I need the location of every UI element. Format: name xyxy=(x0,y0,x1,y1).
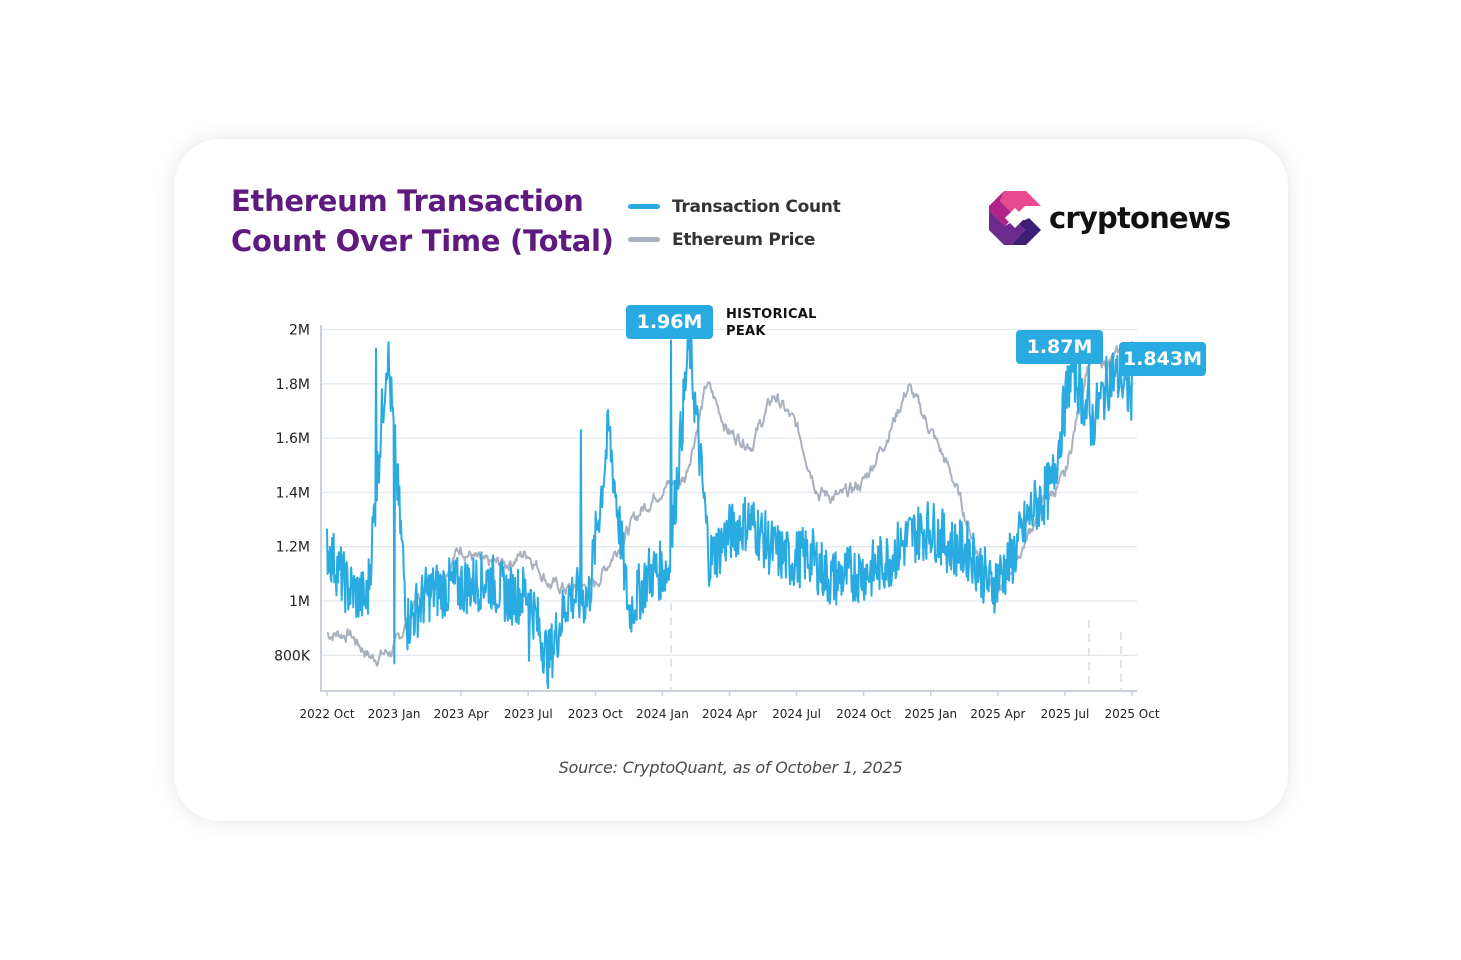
x-tick-label: 2024 Oct xyxy=(836,707,891,721)
cryptonews-logo-icon xyxy=(989,191,1041,245)
annotation-peak-badge: 1.96M xyxy=(626,305,713,339)
ethereum-price-line xyxy=(326,341,1133,667)
y-tick-label: 1.4M xyxy=(276,485,310,501)
x-tick-label: 2025 Apr xyxy=(970,707,1025,721)
legend-label: Transaction Count xyxy=(672,196,841,217)
annotation-note-line1: HISTORICAL xyxy=(726,307,817,322)
brand-name: cryptonews xyxy=(1049,201,1231,235)
x-tick-label: 2023 Jul xyxy=(504,707,553,721)
annotation-187m-badge: 1.87M xyxy=(1016,330,1103,364)
legend-label: Ethereum Price xyxy=(672,229,816,250)
transaction-count-line xyxy=(326,319,1133,690)
x-tick-label: 2025 Jul xyxy=(1040,707,1089,721)
legend-swatch-ethereum-price xyxy=(628,237,660,242)
legend-swatch-transaction-count xyxy=(628,204,660,209)
x-tick-label: 2024 Jul xyxy=(772,707,821,721)
x-tick-label: 2023 Jan xyxy=(368,707,421,721)
cryptonews-logo: cryptonews xyxy=(989,191,1231,245)
annotation-1843m-badge: 1.843M xyxy=(1119,342,1206,376)
y-tick-label: 800K xyxy=(274,648,311,664)
y-tick-label: 1.6M xyxy=(276,431,310,447)
x-tick-label: 2022 Oct xyxy=(299,707,354,721)
chart-title-line1: Ethereum Transaction xyxy=(231,184,584,218)
chart-legend: Transaction Count Ethereum Price xyxy=(628,190,841,256)
annotation-historical-peak-note: HISTORICAL PEAK xyxy=(726,306,817,340)
x-tick-label: 2024 Apr xyxy=(702,707,757,721)
x-tick-label: 2023 Apr xyxy=(434,707,489,721)
x-tick-label: 2025 Jan xyxy=(904,707,957,721)
annotation-note-line2: PEAK xyxy=(726,324,766,339)
chart-card xyxy=(174,139,1288,821)
legend-item-ethereum-price: Ethereum Price xyxy=(628,223,840,256)
y-tick-label: 1.2M xyxy=(276,540,310,556)
y-tick-label: 2M xyxy=(289,323,310,339)
chart-title: Ethereum Transaction Count Over Time (To… xyxy=(231,181,614,261)
chart-title-line2: Count Over Time (Total) xyxy=(231,224,614,258)
x-tick-label: 2023 Oct xyxy=(568,707,623,721)
legend-item-transaction-count: Transaction Count xyxy=(628,190,841,223)
x-tick-label: 2025 Oct xyxy=(1104,707,1159,721)
source-note: Source: CryptoQuant, as of October 1, 20… xyxy=(558,758,903,777)
y-tick-label: 1M xyxy=(289,594,310,610)
y-tick-label: 1.8M xyxy=(276,377,310,393)
x-tick-label: 2024 Jan xyxy=(636,707,689,721)
